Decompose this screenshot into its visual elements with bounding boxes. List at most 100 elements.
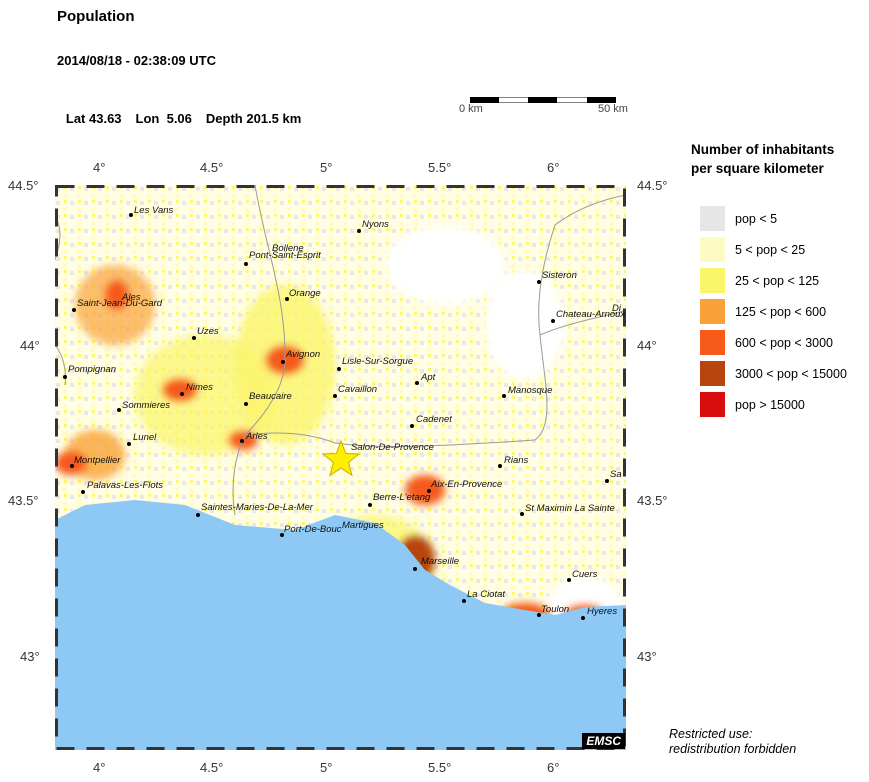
event-datetime: 2014/08/18 - 02:38:09 UTC	[57, 53, 216, 68]
city-label: Di	[612, 303, 621, 314]
legend-swatch	[700, 392, 725, 417]
city-dot	[333, 394, 337, 398]
city-label: Saintes-Maries-De-La-Mer	[201, 502, 313, 513]
x-tick-top: 4°	[93, 160, 106, 175]
legend-item: 25 < pop < 125	[700, 265, 866, 296]
city-dot	[427, 489, 431, 493]
legend-label: 3000 < pop < 15000	[735, 366, 847, 381]
city-label: Lisle-Sur-Sorgue	[342, 356, 414, 367]
city-dot	[502, 394, 506, 398]
city-label: Nyons	[362, 219, 389, 230]
y-tick-left: 44°	[20, 338, 40, 353]
scale-bar	[469, 90, 617, 104]
y-tick-right: 44°	[637, 338, 657, 353]
city-label: Martigues	[342, 520, 384, 531]
y-tick-right: 43°	[637, 649, 657, 664]
city-dot	[70, 464, 74, 468]
scale-bar-graphic	[469, 96, 617, 104]
city-dot	[180, 392, 184, 396]
event-location: Lat 43.63 Lon 5.06 Depth 201.5 km	[57, 92, 315, 128]
legend-item: pop < 5	[700, 203, 866, 234]
city-dot	[537, 280, 541, 284]
population-map	[55, 185, 626, 750]
city-label: Avignon	[286, 349, 321, 360]
usage-note-line1: Restricted use:	[669, 727, 753, 741]
y-tick-left: 43.5°	[8, 493, 39, 508]
city-dot	[280, 533, 284, 537]
city-label: Saint-Jean-Du-Gard	[77, 298, 163, 309]
sea-area	[55, 500, 626, 750]
city-dot	[410, 424, 414, 428]
city-dot	[192, 336, 196, 340]
city-label: Sa	[610, 469, 622, 480]
city-dot	[520, 512, 524, 516]
city-label: Rians	[504, 455, 529, 466]
city-label: Toulon	[541, 604, 570, 615]
city-dot	[415, 381, 419, 385]
legend-items: pop < 5 5 < pop < 25 25 < pop < 125 125 …	[700, 203, 866, 420]
city-label: Marseille	[421, 556, 460, 567]
y-tick-right: 43.5°	[637, 493, 668, 508]
legend-label: pop > 15000	[735, 397, 805, 412]
legend-swatch	[700, 361, 725, 386]
city-label: Berre-L'etang	[373, 492, 431, 503]
x-tick-top: 5°	[320, 160, 333, 175]
x-tick-bottom: 5°	[320, 760, 333, 775]
latitude-label: Lat 43.63	[65, 111, 122, 126]
legend-label: 125 < pop < 600	[735, 304, 827, 319]
scale-start-label: 0 km	[459, 103, 483, 115]
legend-swatch	[700, 268, 725, 293]
emsc-badge: EMSC	[582, 733, 625, 749]
page-title: Population	[57, 8, 135, 25]
legend-item: 5 < pop < 25	[700, 234, 866, 265]
x-tick-bottom: 5.5°	[428, 760, 452, 775]
epicenter-marker[interactable]	[321, 439, 361, 477]
city-dot	[127, 442, 131, 446]
x-tick-top: 4.5°	[200, 160, 224, 175]
city-label: Sisteron	[542, 270, 577, 281]
city-label: Port-De-Bouc	[284, 524, 342, 535]
city-label: La Ciotat	[467, 589, 506, 600]
map-panel[interactable]: Les Vans Nyons Bollene Pont-Saint-Esprit…	[55, 185, 626, 750]
city-label: Hyeres	[587, 606, 618, 617]
city-dot	[244, 262, 248, 266]
legend-item: 125 < pop < 600	[700, 296, 866, 327]
scale-end-label: 50 km	[598, 103, 628, 115]
city-dot	[605, 479, 609, 483]
city-dot	[567, 578, 571, 582]
city-dot	[413, 567, 417, 571]
city-label: Orange	[289, 288, 321, 299]
city-dot	[196, 513, 200, 517]
city-dot	[357, 229, 361, 233]
city-dot	[498, 464, 502, 468]
legend-swatch	[700, 299, 725, 324]
legend-label: 600 < pop < 3000	[735, 335, 834, 350]
legend-swatch	[700, 206, 725, 231]
usage-note: Restricted use: redistribution forbidden	[669, 727, 796, 757]
longitude-label: Lon 5.06	[135, 111, 192, 126]
city-label: Cuers	[572, 569, 598, 580]
city-dot	[117, 408, 121, 412]
legend-label: pop < 5	[735, 211, 778, 226]
city-dot	[244, 402, 248, 406]
x-tick-bottom: 6°	[547, 760, 560, 775]
depth-label: Depth 201.5 km	[205, 111, 302, 126]
city-label: Arles	[246, 431, 268, 442]
city-label: Sommieres	[122, 400, 171, 411]
x-tick-bottom: 4°	[93, 760, 106, 775]
legend-item: 600 < pop < 3000	[700, 327, 866, 358]
city-dot	[537, 613, 541, 617]
city-dot	[240, 439, 244, 443]
city-dot	[129, 213, 133, 217]
city-dot	[462, 599, 466, 603]
y-tick-right: 44.5°	[637, 178, 668, 193]
legend: Number of inhabitants per square kilomet…	[691, 140, 866, 420]
city-label: Apt	[421, 372, 436, 383]
city-dot	[551, 319, 555, 323]
city-dot	[368, 503, 372, 507]
city-label: Chateau-Arnoux	[556, 309, 626, 320]
legend-item: 3000 < pop < 15000	[700, 358, 866, 389]
city-label: Bollene	[272, 243, 304, 254]
city-label: Pompignan	[68, 364, 117, 375]
legend-title-line2: per square kilometer	[691, 161, 824, 176]
